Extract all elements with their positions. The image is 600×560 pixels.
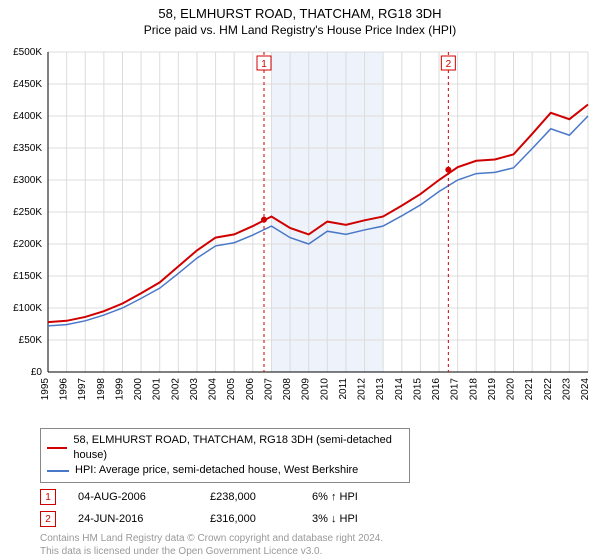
svg-text:1999: 1999 [114,378,125,401]
svg-text:2011: 2011 [338,378,349,400]
legend-swatch [47,447,67,449]
svg-text:2003: 2003 [189,378,200,401]
svg-text:2018: 2018 [468,378,479,401]
svg-text:2008: 2008 [282,378,293,401]
svg-text:2017: 2017 [450,378,461,401]
sales-table: 1 04-AUG-2006 £238,000 6% ↑ HPI 2 24-JUN… [40,489,600,527]
sale-price: £238,000 [210,491,290,503]
svg-text:1997: 1997 [77,378,88,401]
page-subtitle: Price paid vs. HM Land Registry's House … [0,23,600,43]
svg-text:2012: 2012 [357,378,368,401]
marker-badge: 2 [40,511,56,527]
legend-item: 58, ELMHURST ROAD, THATCHAM, RG18 3DH (s… [47,433,403,463]
legend: 58, ELMHURST ROAD, THATCHAM, RG18 3DH (s… [40,428,410,483]
svg-text:£450K: £450K [13,79,42,90]
chart-container: 58, ELMHURST ROAD, THATCHAM, RG18 3DH Pr… [0,0,600,560]
svg-text:2024: 2024 [580,378,591,401]
svg-text:2015: 2015 [412,378,423,401]
svg-text:2004: 2004 [208,378,219,401]
svg-text:2022: 2022 [543,378,554,401]
svg-text:2: 2 [446,59,452,70]
sale-date: 04-AUG-2006 [78,491,188,503]
sale-date: 24-JUN-2016 [78,513,188,525]
legend-swatch [47,470,69,472]
svg-text:£250K: £250K [13,207,42,218]
svg-text:2005: 2005 [226,378,237,401]
svg-text:1995: 1995 [40,378,51,401]
sale-pct: 6% ↑ HPI [312,491,402,503]
svg-text:2019: 2019 [487,378,498,401]
svg-text:2002: 2002 [170,378,181,401]
svg-text:£350K: £350K [13,143,42,154]
footnote-line: Contains HM Land Registry data © Crown c… [40,533,600,546]
svg-text:£100K: £100K [13,303,42,314]
svg-text:2014: 2014 [394,378,405,401]
svg-text:2020: 2020 [506,378,517,401]
marker-badge: 1 [40,489,56,505]
svg-text:£200K: £200K [13,239,42,250]
svg-text:2013: 2013 [375,378,386,401]
table-row: 2 24-JUN-2016 £316,000 3% ↓ HPI [40,511,600,527]
sale-price: £316,000 [210,513,290,525]
legend-label: 58, ELMHURST ROAD, THATCHAM, RG18 3DH (s… [73,433,403,463]
legend-item: HPI: Average price, semi-detached house,… [47,463,403,478]
svg-text:1998: 1998 [96,378,107,401]
line-chart-svg: £0 £50K £100K £150K £200K £250K £300K £350K £400… [0,42,600,422]
svg-text:2016: 2016 [431,378,442,401]
svg-text:£150K: £150K [13,271,42,282]
page-title: 58, ELMHURST ROAD, THATCHAM, RG18 3DH [0,0,600,23]
svg-text:£400K: £400K [13,111,42,122]
svg-text:2009: 2009 [301,378,312,401]
svg-text:2023: 2023 [561,378,572,401]
svg-text:2010: 2010 [319,378,330,401]
svg-text:2007: 2007 [263,378,274,401]
svg-text:1996: 1996 [59,378,70,401]
chart-area: £0 £50K £100K £150K £200K £250K £300K £350K £400… [0,42,600,422]
svg-text:2000: 2000 [133,378,144,401]
svg-text:2001: 2001 [152,378,163,401]
svg-text:£300K: £300K [13,175,42,186]
svg-text:2021: 2021 [524,378,535,401]
footnote-line: This data is licensed under the Open Gov… [40,546,600,559]
legend-label: HPI: Average price, semi-detached house,… [75,463,358,478]
svg-text:£50K: £50K [19,335,43,346]
footnote: Contains HM Land Registry data © Crown c… [40,533,600,558]
table-row: 1 04-AUG-2006 £238,000 6% ↑ HPI [40,489,600,505]
svg-text:2006: 2006 [245,378,256,401]
svg-text:£500K: £500K [13,47,42,58]
sale-pct: 3% ↓ HPI [312,513,402,525]
svg-text:1: 1 [261,59,267,70]
svg-text:£0: £0 [31,367,43,378]
